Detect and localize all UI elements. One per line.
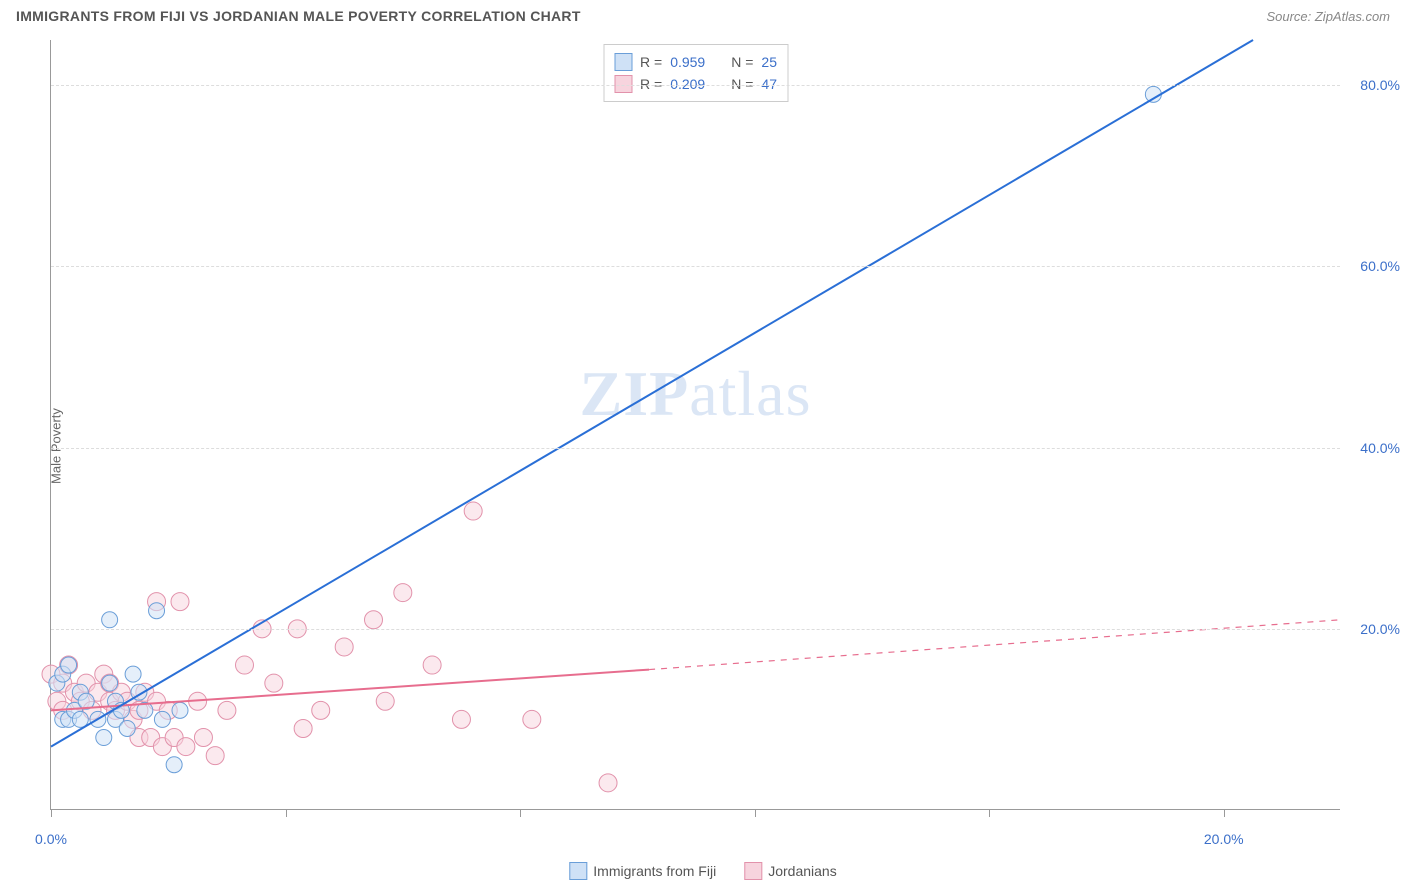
data-point bbox=[102, 675, 118, 691]
x-tick bbox=[989, 809, 990, 817]
y-tick-label: 80.0% bbox=[1360, 77, 1400, 93]
data-point bbox=[96, 730, 112, 746]
x-tick bbox=[755, 809, 756, 817]
x-tick-label: 0.0% bbox=[35, 831, 67, 847]
legend-item-jordanian: Jordanians bbox=[744, 862, 837, 880]
legend-swatch-fiji-2 bbox=[569, 862, 587, 880]
legend-item-fiji: Immigrants from Fiji bbox=[569, 862, 716, 880]
regression-line bbox=[649, 620, 1341, 670]
data-point bbox=[599, 774, 617, 792]
legend-series: Immigrants from Fiji Jordanians bbox=[569, 862, 836, 880]
x-tick bbox=[1224, 809, 1225, 817]
data-point bbox=[149, 603, 165, 619]
data-point bbox=[376, 692, 394, 710]
data-point bbox=[194, 729, 212, 747]
grid-line bbox=[51, 629, 1340, 630]
data-point bbox=[125, 666, 141, 682]
data-point bbox=[335, 638, 353, 656]
regression-line bbox=[51, 40, 1253, 747]
x-tick-label: 20.0% bbox=[1204, 831, 1244, 847]
data-point bbox=[166, 757, 182, 773]
data-point bbox=[171, 593, 189, 611]
data-point bbox=[452, 710, 470, 728]
chart-plot-area: ZIPatlas R = 0.959 N = 25 R = 0.209 N = … bbox=[50, 40, 1340, 810]
x-tick bbox=[51, 809, 52, 817]
data-point bbox=[312, 701, 330, 719]
data-point bbox=[177, 738, 195, 756]
data-point bbox=[265, 674, 283, 692]
data-point bbox=[464, 502, 482, 520]
source-label: Source: ZipAtlas.com bbox=[1266, 9, 1390, 24]
data-point bbox=[423, 656, 441, 674]
chart-title: IMMIGRANTS FROM FIJI VS JORDANIAN MALE P… bbox=[16, 8, 581, 24]
y-tick-label: 60.0% bbox=[1360, 258, 1400, 274]
grid-line bbox=[51, 448, 1340, 449]
data-point bbox=[154, 711, 170, 727]
data-point bbox=[61, 657, 77, 673]
data-point bbox=[294, 719, 312, 737]
x-tick bbox=[520, 809, 521, 817]
legend-label-fiji: Immigrants from Fiji bbox=[593, 863, 716, 879]
data-point bbox=[119, 720, 135, 736]
data-point bbox=[236, 656, 254, 674]
y-tick-label: 20.0% bbox=[1360, 621, 1400, 637]
data-point bbox=[218, 701, 236, 719]
y-tick-label: 40.0% bbox=[1360, 440, 1400, 456]
x-tick bbox=[286, 809, 287, 817]
data-point bbox=[365, 611, 383, 629]
data-point bbox=[172, 702, 188, 718]
grid-line bbox=[51, 85, 1340, 86]
legend-swatch-jordanian-2 bbox=[744, 862, 762, 880]
data-point bbox=[394, 584, 412, 602]
data-point bbox=[523, 710, 541, 728]
plot-svg bbox=[51, 40, 1340, 809]
data-point bbox=[206, 747, 224, 765]
grid-line bbox=[51, 266, 1340, 267]
legend-label-jordanian: Jordanians bbox=[768, 863, 837, 879]
data-point bbox=[102, 612, 118, 628]
